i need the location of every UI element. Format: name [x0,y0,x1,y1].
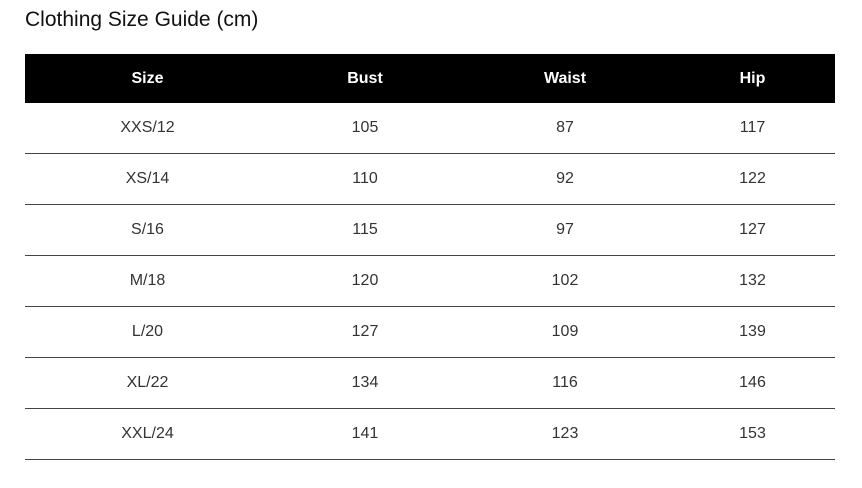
cell-hip: 153 [670,408,835,460]
cell-size: S/16 [25,204,270,256]
cell-waist: 92 [460,153,670,205]
cell-bust: 141 [270,408,460,460]
table-row: XS/14 110 92 122 [25,153,835,205]
cell-bust: 110 [270,153,460,205]
cell-waist: 102 [460,255,670,307]
cell-size: M/18 [25,255,270,307]
cell-size: L/20 [25,306,270,358]
size-guide-table: Size Bust Waist Hip XXS/12 105 87 117 XS/14 1… [25,54,835,460]
cell-bust: 120 [270,255,460,307]
cell-hip: 127 [670,204,835,256]
header-size: Size [25,54,270,103]
page-title: Clothing Size Guide (cm) [25,8,259,31]
cell-bust: 134 [270,357,460,409]
table-row: L/20 127 109 139 [25,306,835,358]
table-header-row: Size Bust Waist Hip [25,54,835,103]
cell-bust: 105 [270,103,460,154]
cell-bust: 127 [270,306,460,358]
cell-hip: 122 [670,153,835,205]
table-row: M/18 120 102 132 [25,255,835,307]
cell-size: XL/22 [25,357,270,409]
cell-size: XXL/24 [25,408,270,460]
cell-hip: 139 [670,306,835,358]
header-waist: Waist [460,54,670,103]
table-row: XL/22 134 116 146 [25,357,835,409]
header-bust: Bust [270,54,460,103]
header-hip: Hip [670,54,835,103]
cell-size: XS/14 [25,153,270,205]
cell-size: XXS/12 [25,103,270,154]
cell-waist: 109 [460,306,670,358]
cell-hip: 117 [670,103,835,154]
table-row: S/16 115 97 127 [25,204,835,256]
cell-waist: 97 [460,204,670,256]
cell-waist: 123 [460,408,670,460]
cell-waist: 116 [460,357,670,409]
cell-waist: 87 [460,103,670,154]
cell-hip: 146 [670,357,835,409]
table-row: XXS/12 105 87 117 [25,103,835,154]
cell-bust: 115 [270,204,460,256]
cell-hip: 132 [670,255,835,307]
table-row: XXL/24 141 123 153 [25,408,835,460]
